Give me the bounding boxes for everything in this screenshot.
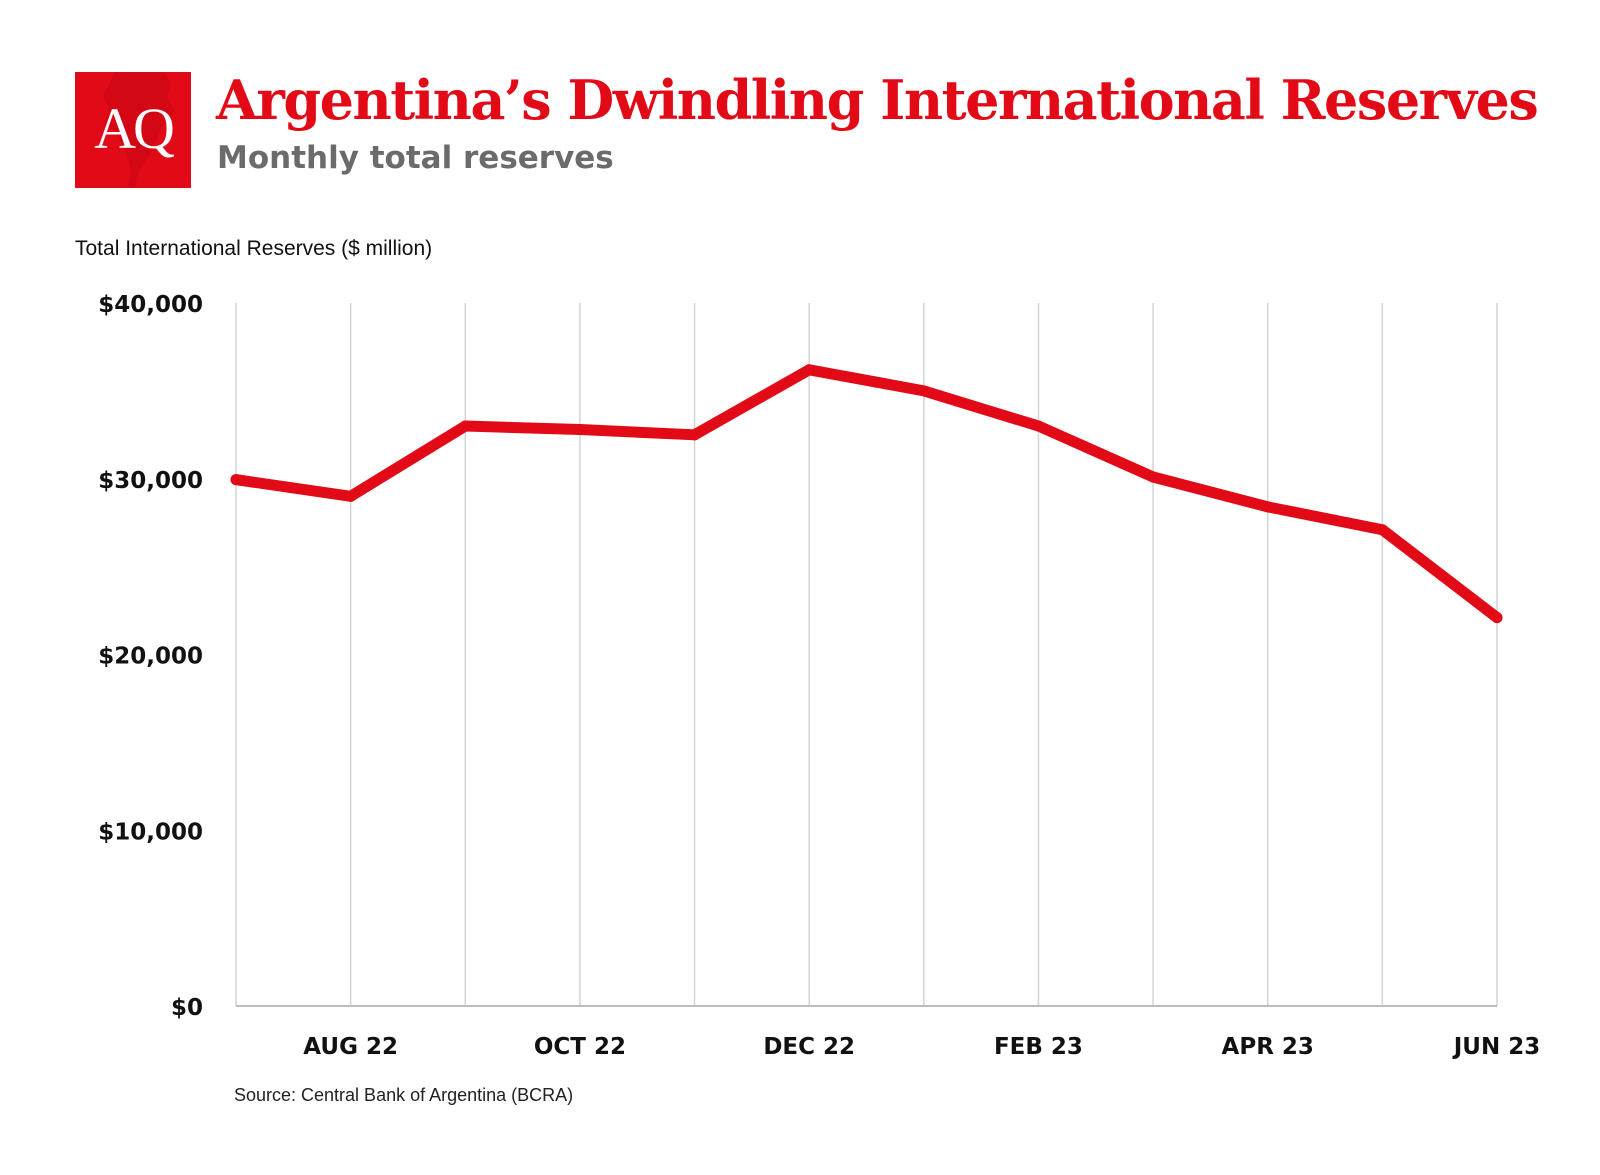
y-tick-label: $10,000 xyxy=(98,819,203,845)
logo-text: AQ xyxy=(94,96,175,161)
data-point-dec-22 xyxy=(803,364,815,376)
series-group xyxy=(230,364,1503,624)
x-tick-label: AUG 22 xyxy=(303,1034,398,1060)
data-point-sep-22 xyxy=(459,420,471,432)
data-point-apr-23 xyxy=(1262,501,1274,513)
americas-map-watermark xyxy=(103,72,175,188)
x-tick-label: APR 23 xyxy=(1222,1034,1314,1060)
data-point-jan-23 xyxy=(918,385,930,397)
data-point-may-23 xyxy=(1376,524,1388,536)
x-tick-label: FEB 23 xyxy=(994,1034,1083,1060)
series-line xyxy=(230,364,1503,624)
data-point-aug-22 xyxy=(345,490,357,502)
data-point-jul-22 xyxy=(230,474,242,486)
data-point-oct-22 xyxy=(574,424,586,436)
y-tick-label: $0 xyxy=(171,995,203,1021)
x-tick-label: OCT 22 xyxy=(534,1034,626,1060)
y-axis-label: Total International Reserves ($ million) xyxy=(75,237,433,260)
data-point-nov-22 xyxy=(689,429,701,441)
aq-logo: AQ xyxy=(75,72,191,188)
x-tick-label: JUN 23 xyxy=(1452,1034,1541,1060)
x-tick-label: DEC 22 xyxy=(763,1034,855,1060)
source-note: Source: Central Bank of Argentina (BCRA) xyxy=(234,1085,574,1105)
gridlines xyxy=(235,303,1498,1007)
chart-subtitle: Monthly total reserves xyxy=(217,140,614,176)
y-tick-label: $20,000 xyxy=(98,644,203,670)
data-point-mar-23 xyxy=(1147,471,1159,483)
data-point-feb-23 xyxy=(1032,420,1044,432)
chart-title: Argentina’s Dwindling International Rese… xyxy=(216,68,1539,132)
x-axis-ticks: AUG 22 OCT 22 DEC 22 FEB 23 APR 23 JUN 23 xyxy=(303,1034,1540,1060)
y-tick-label: $40,000 xyxy=(98,292,203,318)
y-tick-label: $30,000 xyxy=(98,468,203,494)
data-point-jun-23 xyxy=(1491,612,1503,624)
y-axis-ticks: $0 $10,000 $20,000 $30,000 $40,000 xyxy=(98,292,203,1021)
